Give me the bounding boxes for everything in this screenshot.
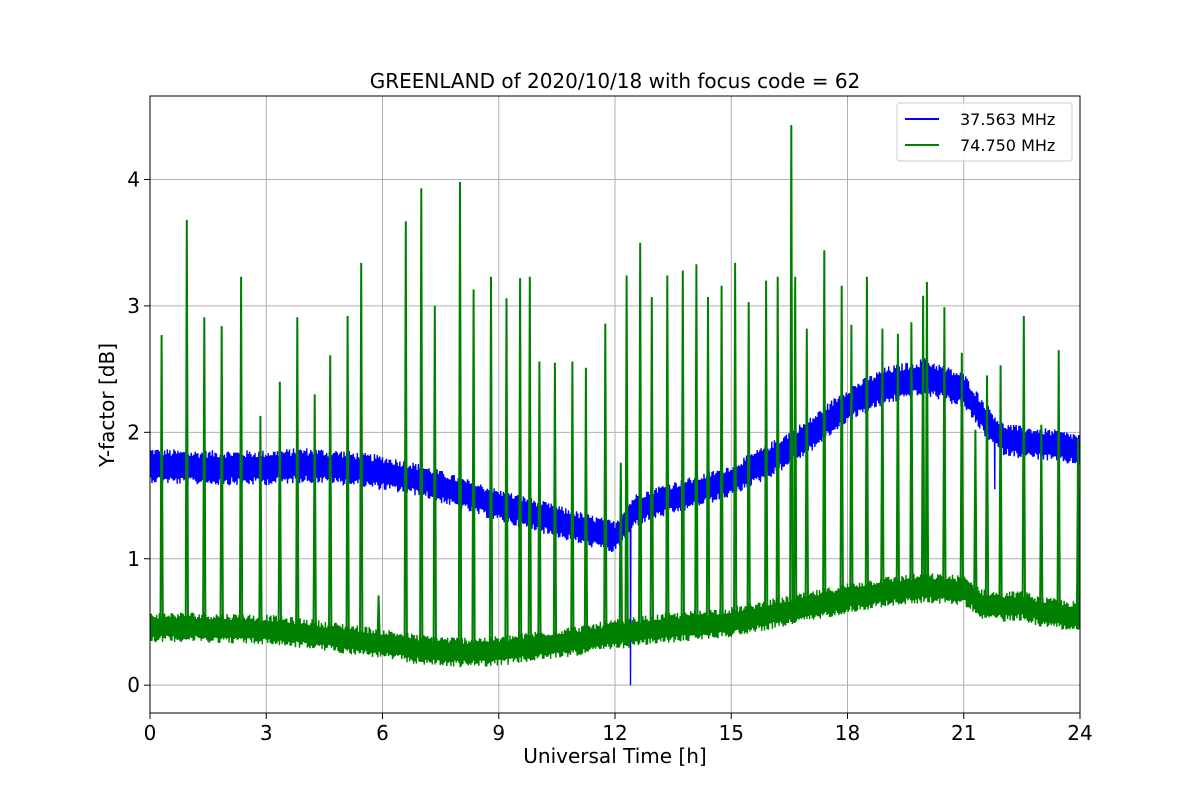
spike-1-5 bbox=[258, 415, 263, 630]
spike-1-52 bbox=[942, 307, 947, 590]
spike-1-50 bbox=[920, 295, 926, 589]
spike-1-35 bbox=[719, 285, 724, 623]
spike-1-55 bbox=[984, 375, 990, 605]
y-tick-label: 3 bbox=[127, 294, 140, 318]
x-tick-label: 9 bbox=[492, 721, 505, 745]
spike-1-28 bbox=[624, 275, 629, 634]
legend: 37.563 MHz 74.750 MHz bbox=[896, 102, 1073, 162]
spike-1-12 bbox=[376, 595, 381, 644]
spike-1-19 bbox=[504, 298, 509, 651]
spike-1-48 bbox=[895, 333, 900, 591]
spike-1-53 bbox=[959, 352, 964, 591]
spike-1-0 bbox=[159, 334, 164, 628]
spike-1-44 bbox=[839, 285, 844, 600]
spike-1-10 bbox=[345, 315, 350, 639]
spike-1-34 bbox=[705, 296, 711, 625]
spike-1-8 bbox=[312, 394, 317, 635]
x-tick-label: 18 bbox=[835, 721, 860, 745]
spike-1-27 bbox=[618, 462, 623, 634]
chart-title: GREENLAND of 2020/10/18 with focus code … bbox=[370, 69, 861, 93]
x-axis-ticks: 0 3 6 9 12 15 18 21 24 bbox=[144, 713, 1093, 745]
spike-1-2 bbox=[202, 317, 207, 628]
spike-1-32 bbox=[680, 270, 685, 627]
x-tick-label: 6 bbox=[376, 721, 389, 745]
spike-1-30 bbox=[649, 296, 654, 630]
spike-1-24 bbox=[570, 361, 575, 642]
spike-1-60 bbox=[1075, 438, 1080, 617]
spike-1-37 bbox=[746, 302, 751, 619]
spike-1-26 bbox=[603, 323, 608, 637]
spike-1-1 bbox=[184, 219, 189, 628]
spike-1-57 bbox=[1021, 315, 1026, 607]
spike-1-6 bbox=[277, 381, 282, 631]
spike-1-41 bbox=[793, 276, 798, 610]
spike-1-23 bbox=[552, 362, 558, 644]
spike-1-39 bbox=[775, 276, 780, 613]
spike-1-21 bbox=[527, 276, 532, 648]
spike-1-9 bbox=[328, 355, 333, 637]
x-tick-label: 21 bbox=[951, 721, 976, 745]
spike-1-3 bbox=[219, 326, 224, 629]
y-axis-title: Y-factor [dB] bbox=[95, 343, 119, 468]
legend-label-74mhz: 74.750 MHz bbox=[960, 136, 1055, 155]
x-tick-label: 15 bbox=[719, 721, 744, 745]
spike-1-14 bbox=[419, 188, 424, 650]
x-tick-label: 3 bbox=[260, 721, 273, 745]
spike-1-47 bbox=[880, 328, 885, 593]
spike-1-31 bbox=[665, 275, 670, 629]
y-tick-label: 1 bbox=[127, 547, 140, 571]
spike-1-18 bbox=[488, 276, 494, 652]
y-tick-label: 2 bbox=[127, 420, 140, 444]
legend-box bbox=[896, 102, 1073, 162]
spike-1-54 bbox=[973, 429, 978, 599]
spike-1-59 bbox=[1056, 350, 1061, 615]
spike-1-7 bbox=[295, 317, 300, 633]
spike-1-15 bbox=[432, 305, 437, 651]
y-axis-ticks: 0 1 2 3 4 bbox=[127, 167, 150, 697]
spike-1-33 bbox=[694, 264, 699, 626]
spike-1-51 bbox=[924, 281, 930, 589]
spike-1-4 bbox=[238, 276, 244, 629]
x-tick-label: 12 bbox=[602, 721, 627, 745]
spike-1-36 bbox=[733, 262, 738, 622]
spike-1-29 bbox=[638, 242, 643, 632]
spike-1-56 bbox=[998, 365, 1003, 607]
spike-1-58 bbox=[1039, 424, 1044, 612]
spike-1-11 bbox=[359, 262, 364, 641]
series-1 bbox=[150, 125, 1080, 668]
y-tick-label: 4 bbox=[127, 167, 140, 191]
x-axis-title: Universal Time [h] bbox=[523, 744, 706, 768]
spike-1-46 bbox=[864, 276, 869, 595]
plot-area bbox=[150, 125, 1080, 686]
x-tick-label: 24 bbox=[1067, 721, 1092, 745]
y-tick-label: 0 bbox=[127, 673, 140, 697]
spike-1-40 bbox=[789, 125, 794, 611]
x-tick-label: 0 bbox=[144, 721, 157, 745]
spike-1-22 bbox=[537, 361, 542, 646]
spike-1-20 bbox=[517, 278, 523, 649]
spike-1-43 bbox=[822, 250, 827, 604]
spike-1-13 bbox=[403, 221, 408, 648]
spike-1-17 bbox=[471, 289, 476, 652]
spike-1-25 bbox=[583, 367, 589, 640]
series-line-1 bbox=[150, 573, 1080, 668]
spike-1-38 bbox=[764, 280, 769, 616]
spike-1-42 bbox=[804, 328, 809, 608]
legend-label-37mhz: 37.563 MHz bbox=[960, 110, 1055, 129]
spike-1-16 bbox=[457, 181, 463, 653]
spike-1-49 bbox=[909, 322, 914, 590]
spike-1-45 bbox=[849, 324, 854, 598]
